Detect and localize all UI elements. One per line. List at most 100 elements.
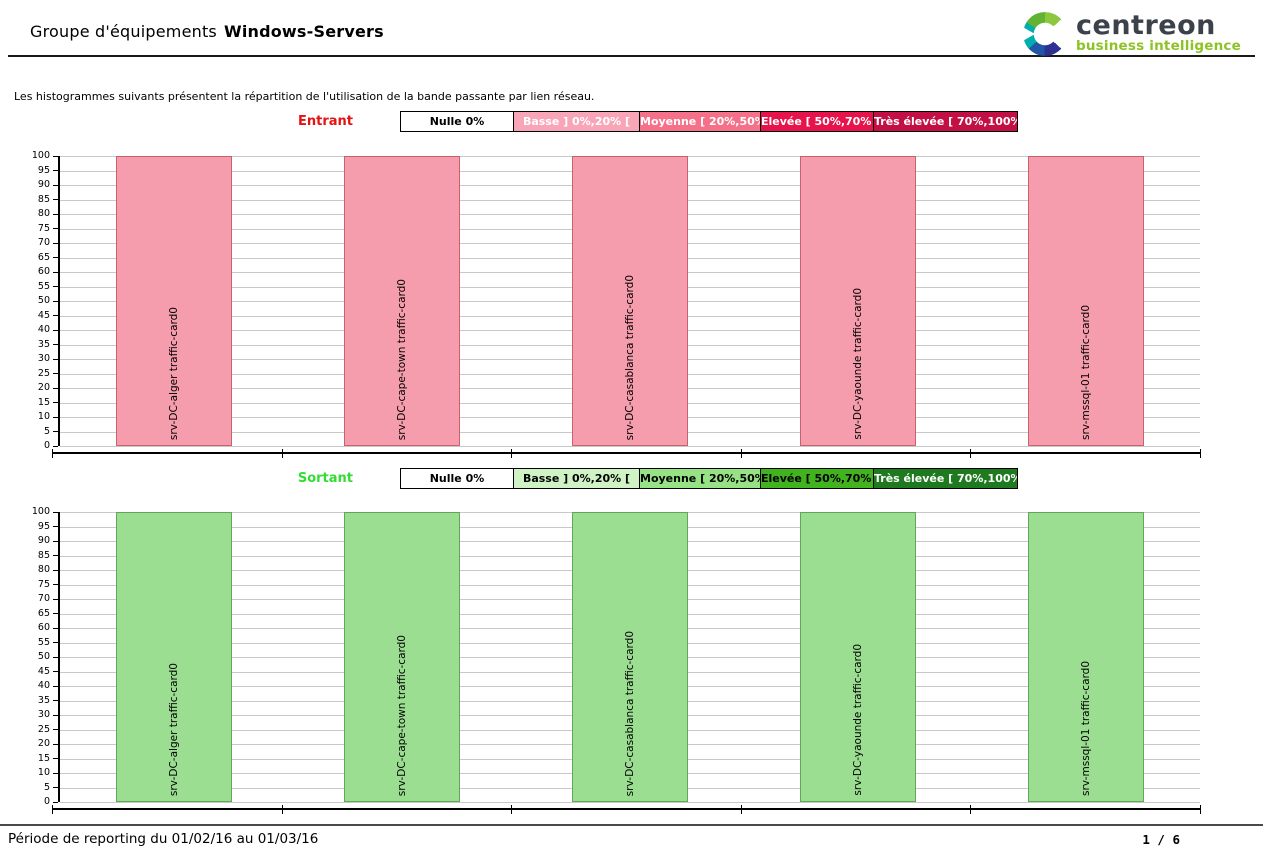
y-tick-mark — [53, 213, 58, 215]
y-tick-label: 90 — [38, 180, 58, 190]
sortant-x-axis — [52, 805, 1201, 816]
y-tick-value: 95 — [37, 164, 50, 176]
y-tick-value: 25 — [37, 367, 50, 379]
y-tick-value: 30 — [37, 353, 50, 364]
y-tick-mark — [53, 627, 58, 629]
section-sortant: Sortant Nulle 0% Basse ] 0%,20% [Moyenne … — [8, 468, 1255, 816]
y-tick-mark — [53, 613, 58, 614]
y-tick-mark — [53, 700, 58, 701]
entrant-legend: Nulle 0% Basse ] 0%,20% [Moyenne [ 20%,50… — [400, 111, 1018, 132]
y-tick-value: 50 — [37, 651, 50, 662]
y-tick-label: 20 — [38, 739, 58, 749]
page-title-group: Windows-Servers — [223, 22, 384, 41]
bar-entrant-1: srv-DC-cape-town traffic-card0 — [343, 156, 461, 446]
logo-brand-text: centreon — [1076, 9, 1216, 41]
y-tick-label: 65 — [38, 252, 58, 263]
page-title: Groupe d'équipements Windows-Servers — [30, 8, 384, 41]
y-tick-value: 100 — [31, 506, 50, 517]
bar-entrant-4: srv-mssql-01 traffic-card0 — [1027, 156, 1145, 446]
y-tick-mark — [53, 431, 58, 432]
y-tick-label: 0 — [44, 797, 58, 807]
y-tick-label: 10 — [38, 768, 58, 778]
y-tick-value: 40 — [37, 680, 50, 691]
y-tick-label: 70 — [38, 238, 58, 248]
y-tick-value: 15 — [37, 752, 50, 764]
bar-label: srv-DC-yaounde traffic-card0 — [851, 288, 864, 440]
y-tick-mark — [53, 300, 58, 302]
bars: srv-DC-alger traffic-card0 srv-DC-cape-to… — [60, 156, 1200, 446]
entrant-label: Entrant — [297, 114, 353, 129]
y-tick-value: 45 — [37, 665, 50, 677]
y-tick-label: 70 — [38, 594, 58, 604]
x-tick-mark — [970, 449, 972, 458]
legend-cell-sortant-0: Nulle 0% — [400, 468, 514, 489]
y-tick-mark — [53, 286, 58, 287]
report-header: Groupe d'équipements Windows-Servers cent… — [8, 0, 1255, 57]
y-tick-value: 85 — [37, 193, 50, 205]
y-tick-mark — [53, 329, 58, 331]
bar-entrant-0: srv-DC-alger traffic-card0 — [115, 156, 233, 446]
y-tick-value: 40 — [37, 324, 50, 335]
header-divider — [8, 55, 1255, 57]
bar-label: srv-DC-casablanca traffic-card0 — [623, 630, 636, 796]
y-tick-label: 80 — [38, 209, 58, 219]
sortant-legend: Nulle 0% Basse ] 0%,20% [Moyenne [ 20%,50… — [400, 468, 1018, 489]
y-tick-value: 75 — [37, 222, 50, 234]
bar-slot: srv-DC-alger traffic-card0 — [60, 156, 288, 446]
bar-slot: srv-mssql-01 traffic-card0 — [972, 156, 1200, 446]
y-tick-mark — [53, 257, 58, 258]
y-tick-value: 85 — [37, 549, 50, 561]
y-tick-value: 70 — [37, 237, 50, 248]
bar-sortant-2: srv-DC-casablanca traffic-card0 — [571, 512, 689, 802]
gridline — [60, 802, 1200, 803]
x-tick-mark — [1200, 449, 1201, 458]
y-tick-value: 60 — [37, 622, 50, 633]
y-tick-label: 100 — [32, 507, 58, 517]
y-tick-value: 10 — [37, 767, 50, 778]
y-tick-mark — [53, 315, 58, 316]
reporting-period: Période de reporting du 01/02/16 au 01/0… — [8, 831, 319, 847]
y-tick-label: 75 — [38, 579, 58, 590]
y-tick-value: 0 — [43, 440, 50, 451]
y-tick-mark — [53, 271, 58, 273]
y-tick-label: 40 — [38, 681, 58, 691]
y-tick-label: 15 — [37, 752, 58, 764]
bar-entrant-3: srv-DC-yaounde traffic-card0 — [799, 156, 917, 446]
report-footer: Période de reporting du 01/02/16 au 01/0… — [0, 824, 1263, 847]
centreon-logo-icon — [1020, 12, 1067, 56]
sortant-y-axis: 0 5 10 15 20 25 30 35 40 45 50 55 60 65 70 75 80 85 90 95 10… — [8, 507, 58, 807]
y-tick-label: 80 — [38, 565, 58, 575]
y-tick-mark — [53, 387, 58, 389]
y-tick-mark — [53, 642, 58, 643]
bar-label: srv-mssql-01 traffic-card0 — [1079, 304, 1092, 440]
y-tick-value: 45 — [37, 309, 50, 321]
y-tick-value: 90 — [37, 179, 50, 190]
bar-label: srv-DC-alger traffic-card0 — [167, 662, 180, 796]
y-tick-mark — [53, 787, 58, 788]
y-tick-mark — [53, 758, 58, 759]
y-tick-mark — [53, 416, 58, 418]
y-tick-label: 35 — [38, 695, 58, 706]
bar-label: srv-DC-cape-town traffic-card0 — [395, 278, 408, 440]
x-tick-mark — [52, 805, 53, 814]
y-tick-label: 40 — [38, 325, 58, 335]
page-title-prefix: Groupe d'équipements — [30, 22, 217, 41]
y-tick-mark — [53, 344, 58, 345]
y-tick-label: 25 — [38, 724, 58, 735]
y-tick-label: 65 — [37, 607, 58, 619]
y-tick-mark — [53, 729, 58, 730]
gridline — [60, 446, 1200, 447]
sortant-label: Sortant — [297, 471, 353, 486]
x-tick-mark — [511, 449, 513, 458]
y-tick-value: 80 — [37, 208, 50, 219]
y-tick-label: 75 — [37, 222, 58, 234]
y-tick-label: 90 — [38, 536, 58, 546]
y-tick-value: 30 — [37, 709, 50, 720]
y-tick-label: 55 — [38, 281, 58, 292]
y-tick-label: 95 — [38, 521, 58, 532]
y-tick-label: 15 — [38, 397, 58, 408]
y-tick-value: 65 — [37, 607, 50, 619]
x-tick-mark — [740, 449, 742, 458]
intro-text: Les histogrammes suivants présentent la … — [14, 90, 595, 103]
